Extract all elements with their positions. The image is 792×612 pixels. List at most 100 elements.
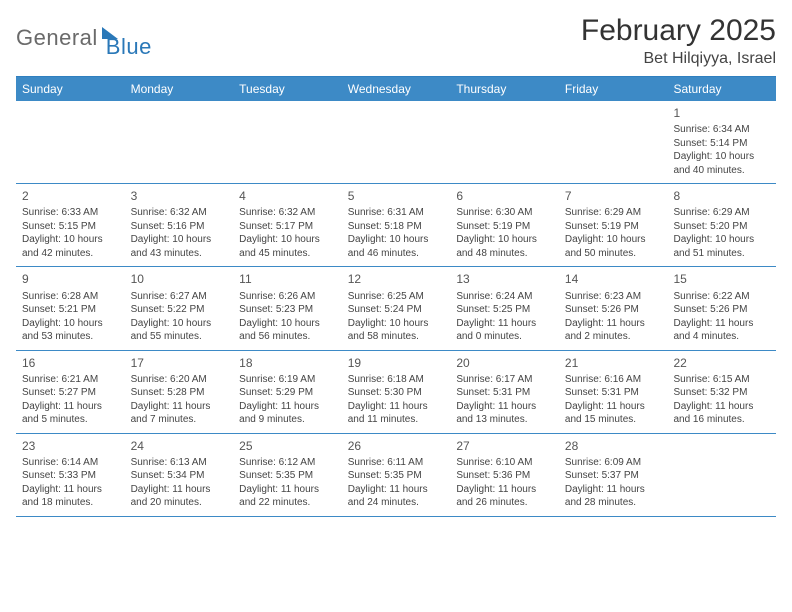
day-number: 3 — [131, 188, 228, 204]
day1-line: Daylight: 11 hours — [456, 483, 553, 497]
day2-line: and 7 minutes. — [131, 413, 228, 427]
day-number: 11 — [239, 271, 336, 287]
day2-line: and 15 minutes. — [565, 413, 662, 427]
week-row: 9Sunrise: 6:28 AMSunset: 5:21 PMDaylight… — [16, 267, 776, 350]
day-cell: 17Sunrise: 6:20 AMSunset: 5:28 PMDayligh… — [125, 351, 234, 433]
day2-line: and 43 minutes. — [131, 247, 228, 261]
day2-line: and 26 minutes. — [456, 496, 553, 510]
sunset-line: Sunset: 5:30 PM — [348, 386, 445, 400]
day-cell: 1Sunrise: 6:34 AMSunset: 5:14 PMDaylight… — [667, 101, 776, 183]
sunrise-line: Sunrise: 6:20 AM — [131, 373, 228, 387]
day-cell: 8Sunrise: 6:29 AMSunset: 5:20 PMDaylight… — [667, 184, 776, 266]
calendar: SundayMondayTuesdayWednesdayThursdayFrid… — [16, 76, 776, 517]
sunset-line: Sunset: 5:35 PM — [239, 469, 336, 483]
day1-line: Daylight: 10 hours — [565, 233, 662, 247]
day1-line: Daylight: 11 hours — [239, 400, 336, 414]
day1-line: Daylight: 11 hours — [456, 400, 553, 414]
day1-line: Daylight: 10 hours — [348, 317, 445, 331]
day2-line: and 13 minutes. — [456, 413, 553, 427]
day2-line: and 0 minutes. — [456, 330, 553, 344]
day-cell: 22Sunrise: 6:15 AMSunset: 5:32 PMDayligh… — [667, 351, 776, 433]
sunrise-line: Sunrise: 6:11 AM — [348, 456, 445, 470]
day2-line: and 56 minutes. — [239, 330, 336, 344]
empty-cell — [450, 101, 559, 183]
day-cell: 25Sunrise: 6:12 AMSunset: 5:35 PMDayligh… — [233, 434, 342, 516]
sunset-line: Sunset: 5:29 PM — [239, 386, 336, 400]
day-cell: 28Sunrise: 6:09 AMSunset: 5:37 PMDayligh… — [559, 434, 668, 516]
day1-line: Daylight: 10 hours — [239, 233, 336, 247]
day-cell: 20Sunrise: 6:17 AMSunset: 5:31 PMDayligh… — [450, 351, 559, 433]
day-number: 19 — [348, 355, 445, 371]
day-number: 24 — [131, 438, 228, 454]
week-row: 16Sunrise: 6:21 AMSunset: 5:27 PMDayligh… — [16, 351, 776, 434]
day-cell: 6Sunrise: 6:30 AMSunset: 5:19 PMDaylight… — [450, 184, 559, 266]
day1-line: Daylight: 11 hours — [565, 400, 662, 414]
title-block: February 2025 Bet Hilqiyya, Israel — [581, 14, 776, 68]
day2-line: and 46 minutes. — [348, 247, 445, 261]
day1-line: Daylight: 11 hours — [239, 483, 336, 497]
sunrise-line: Sunrise: 6:31 AM — [348, 206, 445, 220]
sunset-line: Sunset: 5:37 PM — [565, 469, 662, 483]
day-number: 7 — [565, 188, 662, 204]
day-cell: 12Sunrise: 6:25 AMSunset: 5:24 PMDayligh… — [342, 267, 451, 349]
day-number: 6 — [456, 188, 553, 204]
day-number: 22 — [673, 355, 770, 371]
day-cell: 26Sunrise: 6:11 AMSunset: 5:35 PMDayligh… — [342, 434, 451, 516]
sunset-line: Sunset: 5:33 PM — [22, 469, 119, 483]
day1-line: Daylight: 10 hours — [131, 233, 228, 247]
dow-label: Friday — [559, 77, 668, 101]
day2-line: and 53 minutes. — [22, 330, 119, 344]
sunset-line: Sunset: 5:26 PM — [565, 303, 662, 317]
day1-line: Daylight: 10 hours — [673, 233, 770, 247]
sunrise-line: Sunrise: 6:21 AM — [22, 373, 119, 387]
sunrise-line: Sunrise: 6:23 AM — [565, 290, 662, 304]
day1-line: Daylight: 10 hours — [348, 233, 445, 247]
week-row: 1Sunrise: 6:34 AMSunset: 5:14 PMDaylight… — [16, 101, 776, 184]
sunrise-line: Sunrise: 6:29 AM — [565, 206, 662, 220]
day2-line: and 48 minutes. — [456, 247, 553, 261]
day-number: 21 — [565, 355, 662, 371]
sunset-line: Sunset: 5:19 PM — [456, 220, 553, 234]
sunrise-line: Sunrise: 6:12 AM — [239, 456, 336, 470]
day2-line: and 11 minutes. — [348, 413, 445, 427]
dow-label: Monday — [125, 77, 234, 101]
sunrise-line: Sunrise: 6:17 AM — [456, 373, 553, 387]
day-number: 16 — [22, 355, 119, 371]
day-number: 23 — [22, 438, 119, 454]
day-number: 15 — [673, 271, 770, 287]
empty-cell — [125, 101, 234, 183]
day-cell: 7Sunrise: 6:29 AMSunset: 5:19 PMDaylight… — [559, 184, 668, 266]
day2-line: and 9 minutes. — [239, 413, 336, 427]
day2-line: and 16 minutes. — [673, 413, 770, 427]
day-number: 18 — [239, 355, 336, 371]
sunrise-line: Sunrise: 6:27 AM — [131, 290, 228, 304]
day-number: 2 — [22, 188, 119, 204]
sunrise-line: Sunrise: 6:16 AM — [565, 373, 662, 387]
day-cell: 23Sunrise: 6:14 AMSunset: 5:33 PMDayligh… — [16, 434, 125, 516]
sunrise-line: Sunrise: 6:33 AM — [22, 206, 119, 220]
day-number: 4 — [239, 188, 336, 204]
month-title: February 2025 — [581, 14, 776, 48]
sunset-line: Sunset: 5:31 PM — [456, 386, 553, 400]
day2-line: and 45 minutes. — [239, 247, 336, 261]
day-cell: 4Sunrise: 6:32 AMSunset: 5:17 PMDaylight… — [233, 184, 342, 266]
empty-cell — [559, 101, 668, 183]
day1-line: Daylight: 10 hours — [239, 317, 336, 331]
day-number: 9 — [22, 271, 119, 287]
sunrise-line: Sunrise: 6:32 AM — [131, 206, 228, 220]
day2-line: and 20 minutes. — [131, 496, 228, 510]
location-label: Bet Hilqiyya, Israel — [581, 50, 776, 68]
day-cell: 27Sunrise: 6:10 AMSunset: 5:36 PMDayligh… — [450, 434, 559, 516]
sunset-line: Sunset: 5:31 PM — [565, 386, 662, 400]
day1-line: Daylight: 10 hours — [131, 317, 228, 331]
sunrise-line: Sunrise: 6:29 AM — [673, 206, 770, 220]
logo-text-general: General — [16, 25, 98, 51]
sunset-line: Sunset: 5:14 PM — [673, 137, 770, 151]
logo-text-blue: Blue — [106, 16, 152, 60]
day2-line: and 40 minutes. — [673, 164, 770, 178]
sunset-line: Sunset: 5:26 PM — [673, 303, 770, 317]
sunrise-line: Sunrise: 6:26 AM — [239, 290, 336, 304]
logo: General Blue — [16, 14, 152, 60]
sunrise-line: Sunrise: 6:22 AM — [673, 290, 770, 304]
page: General Blue February 2025 Bet Hilqiyya,… — [0, 0, 792, 612]
